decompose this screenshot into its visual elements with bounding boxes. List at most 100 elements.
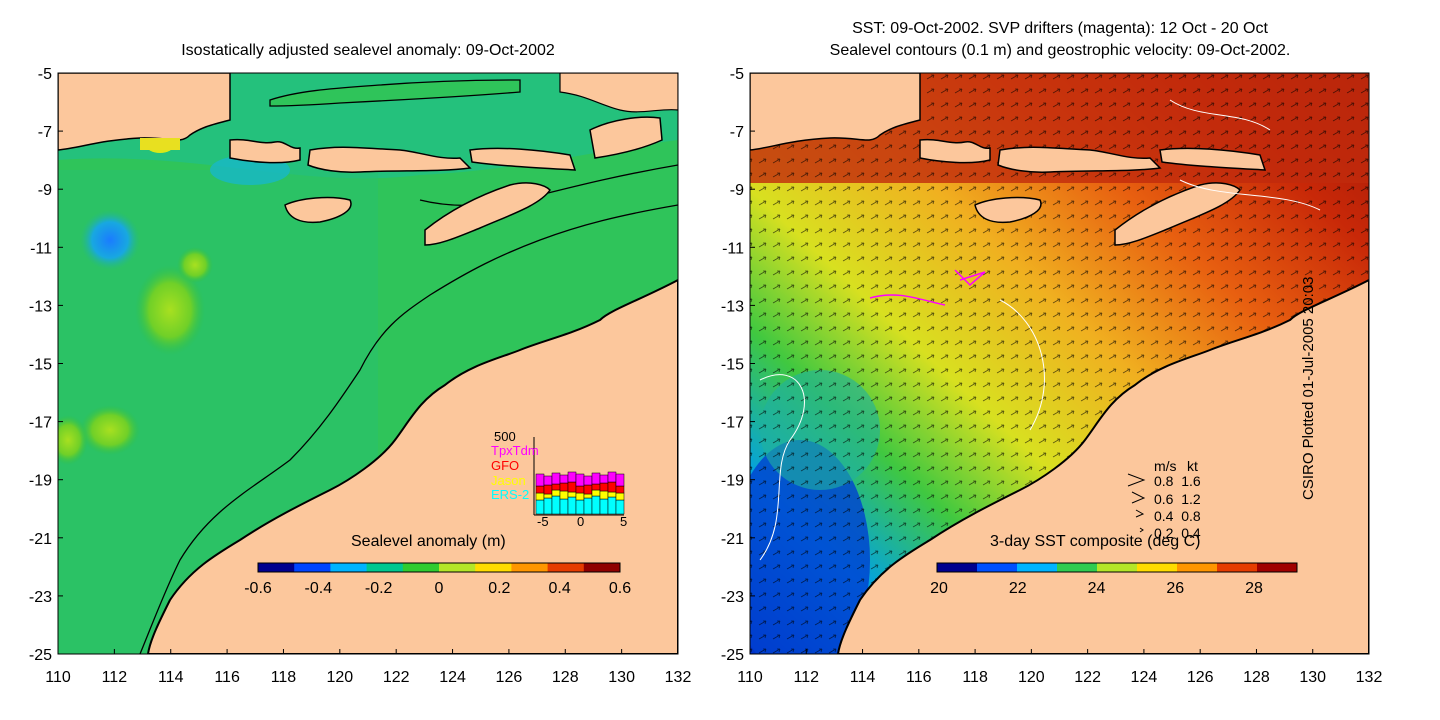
colorbar-segment	[294, 563, 331, 572]
y-tick-label: -11	[30, 240, 52, 257]
x-tick-label: 116	[214, 669, 240, 686]
y-tick-label: -7	[38, 124, 52, 141]
velocity-legend-header-kt: kt	[1187, 458, 1198, 474]
histogram-bar	[575, 473, 585, 487]
y-tick-label: -19	[29, 473, 52, 490]
colorbar-tick-label: 0.4	[548, 580, 571, 597]
histogram-bar	[591, 489, 601, 497]
colorbar-tick-label: 0.2	[488, 580, 511, 597]
x-tick-label: 112	[102, 669, 128, 686]
x-tick-label: 114	[850, 669, 876, 686]
x-tick-label: 120	[326, 669, 353, 686]
histogram-bar	[535, 485, 545, 494]
y-tick-label: -9	[38, 182, 52, 199]
histogram-bar	[559, 498, 569, 515]
histogram-bar	[575, 492, 585, 501]
histogram-bar	[543, 475, 553, 486]
x-tick-label: 118	[271, 669, 297, 686]
colorbar-segment	[1217, 563, 1258, 572]
velocity-legend-row: 0.6 1.2	[1154, 491, 1201, 507]
colorbar-segment	[1257, 563, 1298, 572]
colorbar-segment	[1017, 563, 1058, 572]
histogram-bar	[591, 483, 601, 491]
x-tick-label: 128	[1243, 669, 1270, 686]
timor-land	[424, 182, 551, 246]
histogram-bar	[559, 482, 569, 492]
histogram-bar	[535, 473, 545, 487]
x-tick-label: 128	[552, 669, 579, 686]
histogram-bar	[551, 483, 561, 491]
y-tick-label: -23	[29, 589, 52, 606]
x-tick-label: 110	[45, 669, 71, 686]
colorbar-segment	[475, 563, 512, 572]
left-map: -5 -7 -9 -11 -13 -15 -17 -19 -21 -23 -25 110 112 114…	[29, 66, 692, 686]
colorbar-segment	[1097, 563, 1138, 572]
colorbar-tick-label: 22	[1008, 580, 1027, 597]
colorbar-segment	[977, 563, 1018, 572]
histogram-bar	[567, 491, 577, 498]
x-tick-label: 132	[1356, 669, 1383, 686]
colorbar-segment	[937, 563, 978, 572]
histogram-bar	[575, 485, 585, 494]
track-histogram	[533, 437, 625, 516]
colorbar-segment	[439, 563, 476, 572]
velocity-legend-row: 0.4 0.8	[1154, 508, 1201, 524]
inset-legend-gfo: GFO	[491, 458, 520, 473]
histogram-bar	[615, 492, 625, 501]
colorbar-tick-label: -0.2	[364, 580, 393, 597]
histogram-bar	[607, 491, 617, 498]
histogram-bar	[551, 495, 561, 515]
colorbar-tick-label: 20	[930, 580, 948, 597]
y-tick-label: -21	[29, 531, 52, 548]
inset-legend-tpxtdm: TpxTdm	[491, 443, 539, 458]
colorbar-tick-label: 28	[1245, 580, 1263, 597]
x-tick-label: 114	[158, 669, 184, 686]
histogram-bar	[607, 496, 617, 515]
x-tick-label: 122	[383, 669, 410, 686]
colorbar-tick-label: 0.6	[608, 580, 632, 597]
histogram-bar	[567, 481, 577, 493]
colorbar-segment	[511, 563, 549, 572]
histogram-bar	[591, 495, 601, 515]
inset-legend-jason: Jason	[491, 473, 526, 488]
histogram-bar	[599, 498, 609, 515]
right-colorbar	[936, 562, 1298, 573]
histogram-bar	[551, 472, 561, 485]
colorbar-segment	[1137, 563, 1178, 572]
australia-land	[146, 278, 678, 654]
histogram-bar	[575, 499, 585, 515]
x-tick-label: 132	[665, 669, 692, 686]
right-map: -5 -7 -9 -11 -13 -15 -17 -19 -21 -23 -25 110 112 114…	[721, 66, 1383, 686]
colorbar-segment	[330, 563, 368, 572]
colorbar-segment	[583, 563, 621, 572]
histogram-bar	[615, 499, 625, 515]
velocity-legend-header-ms: m/s	[1154, 458, 1177, 474]
y-tick-label: -25	[721, 647, 744, 664]
inset-xtick-0: -5	[537, 514, 549, 529]
histogram-bar	[535, 499, 545, 515]
histogram-bar	[607, 481, 617, 493]
histogram-bar	[615, 485, 625, 494]
left-colorbar	[257, 562, 621, 573]
colorbar-tick-label: 24	[1087, 580, 1106, 597]
inset-xtick-1: 0	[577, 514, 585, 529]
colorbar-segment	[366, 563, 404, 572]
left-colorbar-ticks: -0.6 -0.4 -0.2 0 0.2 0.4 0.6	[0, 580, 700, 600]
australia-land-right	[836, 278, 1369, 654]
x-tick-label: 122	[1074, 669, 1101, 686]
histogram-bar	[583, 497, 593, 515]
histogram-bar	[591, 472, 601, 485]
histogram-bar	[583, 475, 593, 486]
right-colorbar-ticks: 20 22 24 26 28	[700, 580, 1400, 600]
x-tick-label: 110	[737, 669, 763, 686]
x-tick-label: 116	[906, 669, 932, 686]
x-tick-label: 124	[439, 669, 466, 686]
colorbar-segment	[1177, 563, 1218, 572]
right-map-title-line2: Sealevel contours (0.1 m) and geostrophi…	[829, 42, 1291, 59]
x-tick-label: 126	[1187, 669, 1214, 686]
inset-legend-ers2: ERS-2	[491, 487, 530, 502]
velocity-legend-arrows	[1127, 473, 1146, 533]
x-tick-label: 124	[1131, 669, 1158, 686]
colorbar-tick-label: -0.4	[304, 580, 333, 597]
histogram-bar	[535, 492, 545, 501]
